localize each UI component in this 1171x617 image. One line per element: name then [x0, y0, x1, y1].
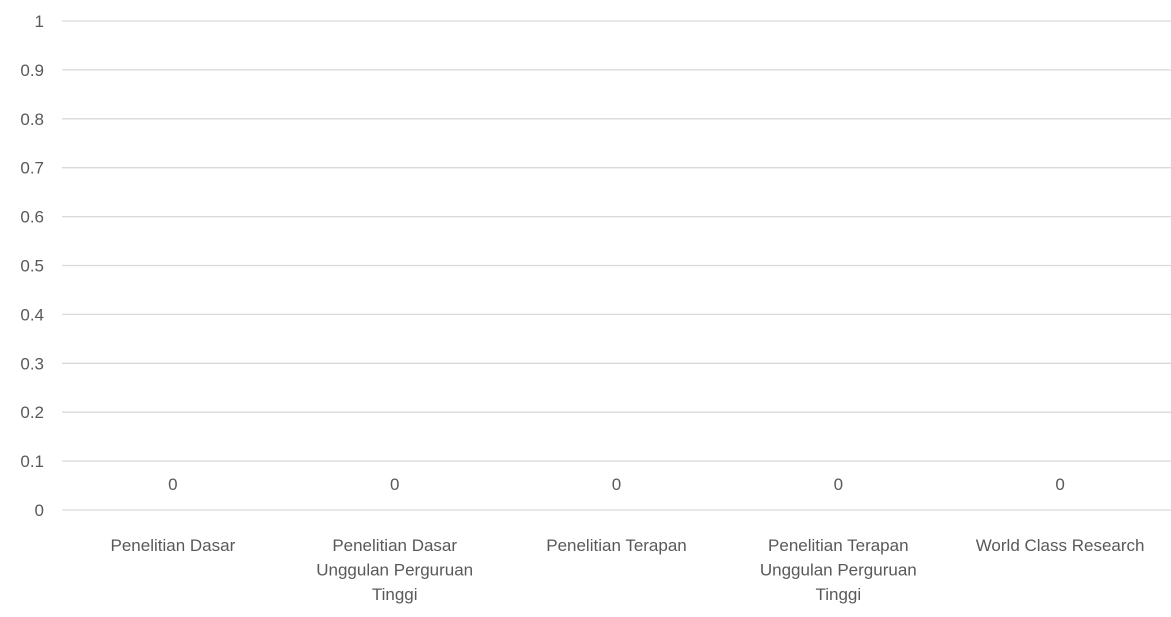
y-tick-label: 0.3: [20, 354, 44, 373]
x-category-label: Penelitian Dasar: [111, 536, 236, 555]
y-tick-label: 0.7: [20, 159, 44, 178]
x-category-label-line: Penelitian Terapan: [546, 536, 687, 555]
y-tick-label: 0.9: [20, 61, 44, 80]
x-category-label-line: Penelitian Dasar: [332, 536, 457, 555]
data-label: 0: [1055, 475, 1064, 494]
y-tick-label: 1: [35, 12, 44, 31]
data-label: 0: [834, 475, 843, 494]
x-category-label-line: Unggulan Perguruan: [316, 561, 473, 580]
data-label: 0: [390, 475, 399, 494]
x-category-label: Penelitian Terapan: [546, 536, 687, 555]
x-axis-category-labels: Penelitian Dasar Penelitian Dasar Unggulan…: [111, 536, 1145, 604]
x-category-label-line: Unggulan Perguruan: [760, 561, 917, 580]
x-category-label-line: Penelitian Terapan: [768, 536, 909, 555]
data-label: 0: [168, 475, 177, 494]
data-label: 0: [612, 475, 621, 494]
y-tick-label: 0.2: [20, 403, 44, 422]
x-category-label: World Class Research: [976, 536, 1145, 555]
y-axis-tick-labels: 0 0.1 0.2 0.3 0.4 0.5 0.6 0.7 0.8 0.9 1: [20, 12, 44, 520]
y-tick-label: 0.1: [20, 452, 44, 471]
data-labels: 0 0 0 0 0: [168, 475, 1065, 494]
x-category-label-line: Tinggi: [372, 585, 418, 604]
y-tick-label: 0.5: [20, 257, 44, 276]
y-tick-label: 0.6: [20, 208, 44, 227]
y-tick-label: 0: [35, 501, 44, 520]
x-category-label-line: World Class Research: [976, 536, 1145, 555]
gridlines: [62, 20, 1171, 511]
x-category-label: Penelitian Dasar Unggulan Perguruan Tinggi: [316, 536, 473, 604]
x-category-label-line: Tinggi: [815, 585, 861, 604]
x-category-label: Penelitian Terapan Unggulan Perguruan Ting…: [760, 536, 917, 604]
y-tick-label: 0.8: [20, 110, 44, 129]
x-category-label-line: Penelitian Dasar: [111, 536, 236, 555]
y-tick-label: 0.4: [20, 305, 44, 324]
